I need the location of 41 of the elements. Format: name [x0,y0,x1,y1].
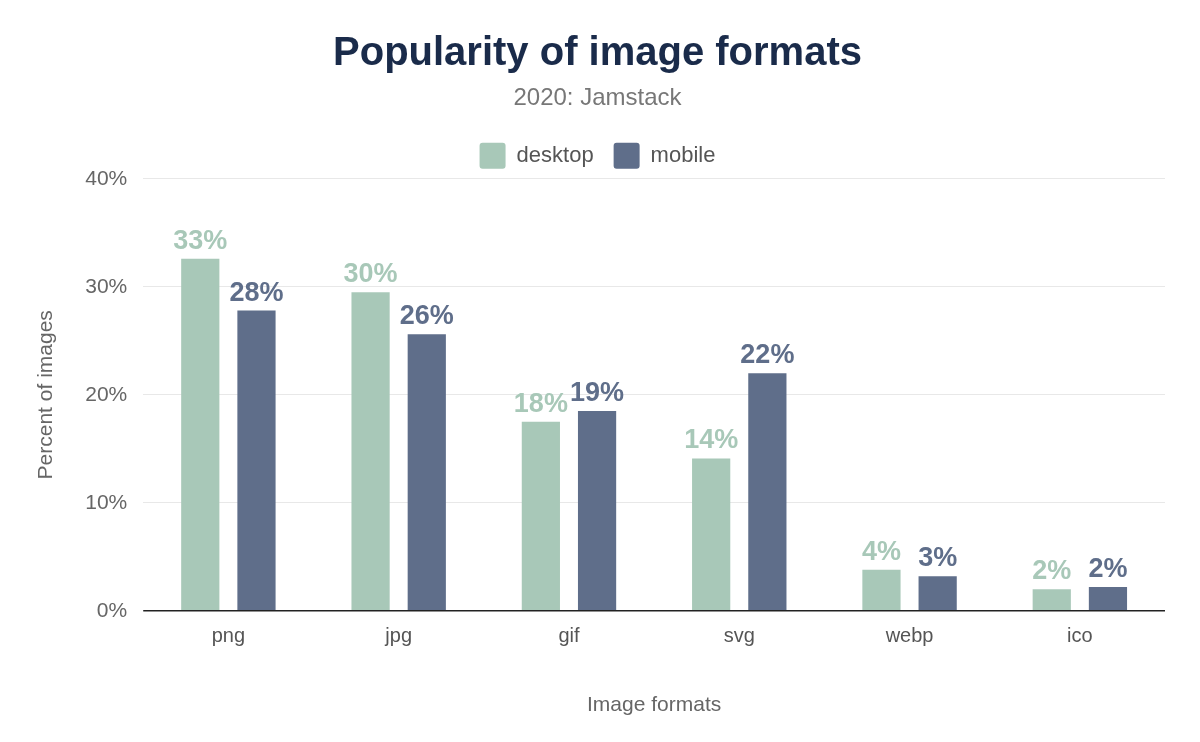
bar [407,334,446,611]
y-tick-label: 10% [85,489,128,513]
bar [918,576,957,611]
data-label: 3% [918,542,958,573]
data-label: 22% [740,339,795,370]
bar [237,310,276,611]
y-tick-label: 40% [85,165,128,189]
x-tick-label: webp [884,624,934,647]
bar [577,411,617,611]
chart-title: Popularity of image formats [333,29,862,74]
data-label: 4% [861,535,901,566]
bar [748,373,787,611]
data-label: 2% [1032,555,1072,586]
data-label: 26% [399,300,454,331]
bar [181,258,220,611]
x-tick-label: ico [1067,624,1093,647]
y-tick-label: 0% [96,597,128,621]
y-tick-label: 20% [85,381,128,405]
data-label: 33% [173,224,228,255]
x-axis-title: Image formats [587,692,722,716]
data-label: 30% [343,258,398,289]
data-label: 2% [1088,552,1128,583]
bar [692,458,731,611]
x-tick-label: gif [558,624,580,647]
y-axis-title: Percent of images [33,310,57,480]
x-tick-label: svg [723,624,755,647]
y-tick-label: 30% [85,273,128,297]
legend-label: desktop [516,141,594,167]
bar [351,292,390,611]
x-tick-label: png [211,624,246,647]
bar [1032,589,1071,611]
chart-subtitle: 2020: Jamstack [513,83,683,111]
bar [521,421,560,611]
bar [862,569,901,611]
data-label: 18% [513,387,568,418]
data-label: 19% [570,376,625,407]
data-label: 28% [229,276,284,307]
data-label: 14% [684,424,739,455]
bar [1088,587,1128,611]
x-tick-label: jpg [384,624,413,647]
legend-label: mobile [650,141,716,167]
